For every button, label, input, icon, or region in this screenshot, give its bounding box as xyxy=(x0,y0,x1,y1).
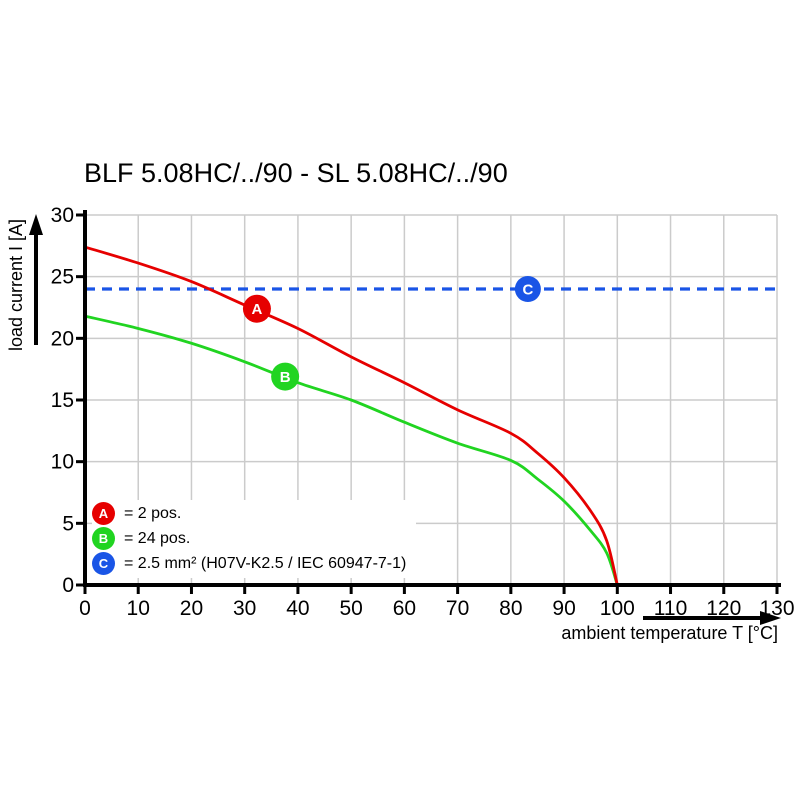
y-axis-label: load current I [A] xyxy=(6,218,26,352)
y-tick-label-10: 10 xyxy=(51,451,74,474)
x-tick-label-90: 90 xyxy=(552,597,575,620)
marker-b xyxy=(271,362,300,391)
y-tick-label-20: 20 xyxy=(51,327,74,350)
x-axis-label: ambient temperature T [°C] xyxy=(561,623,778,643)
x-tick-label-70: 70 xyxy=(446,597,469,620)
y-tick-label-30: 30 xyxy=(51,204,74,227)
chart-legend: A = 2 pos. B = 24 pos. C = 2.5 mm² (H07V… xyxy=(92,500,417,578)
y-axis-arrow-icon xyxy=(29,214,43,345)
legend-marker-c-icon: C xyxy=(92,552,115,575)
y-tick-label-15: 15 xyxy=(51,389,74,412)
marker-b-label: B xyxy=(280,369,291,386)
y-tick-label-0: 0 xyxy=(62,574,74,597)
x-axis-arrow-icon xyxy=(643,611,781,625)
legend-marker-b-icon: B xyxy=(92,527,115,550)
marker-a xyxy=(242,294,271,323)
legend-label-a: = 2 pos. xyxy=(124,504,182,522)
curve-a xyxy=(84,245,619,586)
x-tick-label-80: 80 xyxy=(499,597,522,620)
legend-label-b: = 24 pos. xyxy=(124,529,191,547)
legend-item-c: C = 2.5 mm² (H07V-K2.5 / IEC 60947-7-1) xyxy=(92,551,406,576)
curve-b xyxy=(84,314,619,586)
legend-label-c: = 2.5 mm² (H07V-K2.5 / IEC 60947-7-1) xyxy=(124,554,407,572)
marker-c xyxy=(514,276,541,302)
x-tick-label-10: 10 xyxy=(127,597,150,620)
y-tick-label-25: 25 xyxy=(51,266,74,289)
x-tick-label-50: 50 xyxy=(339,597,362,620)
legend-item-a: A = 2 pos. xyxy=(92,501,406,526)
x-tick-label-30: 30 xyxy=(233,597,256,620)
marker-a-label: A xyxy=(252,301,263,318)
x-tick-label-60: 60 xyxy=(393,597,416,620)
x-tick-label-0: 0 xyxy=(79,597,91,620)
x-tick-label-120: 120 xyxy=(706,597,741,620)
x-tick-label-100: 100 xyxy=(600,597,635,620)
legend-marker-a-icon: A xyxy=(92,502,115,525)
y-tick-label-5: 5 xyxy=(62,512,74,535)
marker-c-label: C xyxy=(522,282,533,299)
x-tick-label-110: 110 xyxy=(654,597,687,620)
x-tick-label-20: 20 xyxy=(180,597,203,620)
chart-title: BLF 5.08HC/../90 - SL 5.08HC/../90 xyxy=(84,158,508,188)
x-tick-label-40: 40 xyxy=(286,597,309,620)
legend-item-b: B = 24 pos. xyxy=(92,526,406,551)
